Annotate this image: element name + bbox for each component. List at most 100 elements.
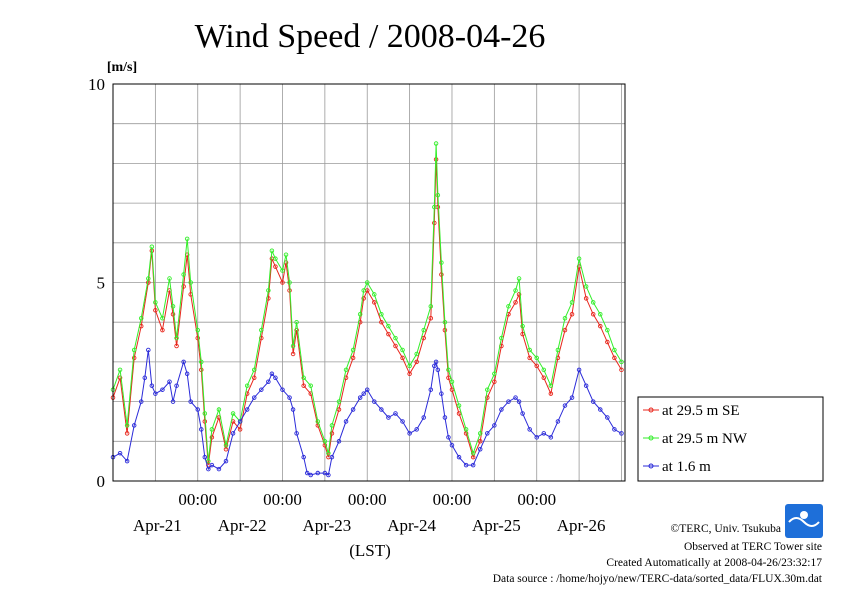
data-point (287, 280, 292, 285)
data-point (117, 450, 123, 456)
data-point (569, 395, 575, 400)
data-point (364, 280, 370, 285)
data-point (569, 312, 575, 317)
data-point (230, 431, 236, 436)
data-point (138, 315, 144, 321)
data-point (421, 335, 426, 341)
data-point (216, 407, 222, 412)
data-point (216, 466, 222, 472)
data-point (206, 458, 211, 464)
chart-title: Wind Speed / 2008-04-26 (195, 18, 546, 55)
data-point (534, 355, 539, 361)
data-point (294, 327, 299, 333)
y-tick-label: 10 (88, 75, 105, 94)
data-point (294, 431, 299, 436)
data-point (414, 359, 419, 365)
data-point (167, 276, 172, 281)
data-point (527, 427, 532, 432)
data-point (463, 462, 469, 468)
legend: at 29.5 m SE at 29.5 m NW at 1.6 m (637, 396, 824, 482)
data-point (506, 304, 511, 309)
copyright-text: ©TERC, Univ. Tsukuba (671, 523, 781, 535)
data-point (149, 244, 155, 250)
data-point (188, 399, 193, 404)
data-point (513, 395, 518, 400)
data-point (449, 443, 455, 448)
data-point (251, 375, 257, 381)
data-point (153, 391, 158, 396)
data-point (336, 439, 342, 444)
data-point (280, 387, 285, 392)
date-label: Apr-22 (218, 516, 267, 535)
observed-text: Observed at TERC Tower site (684, 541, 822, 553)
data-point (421, 415, 426, 420)
data-point (590, 399, 596, 404)
data-point (393, 343, 398, 349)
data-point (583, 284, 589, 289)
data-point (326, 472, 331, 478)
legend-label: at 29.5 m SE (662, 403, 740, 419)
data-point (195, 407, 200, 412)
data-point (199, 427, 204, 432)
data-point (174, 335, 179, 341)
data-point (326, 450, 331, 456)
plot-frame (112, 83, 626, 482)
x-tick-label: 00:00 (263, 490, 302, 509)
data-point (304, 470, 310, 476)
x-tick-label: 00:00 (517, 490, 556, 509)
data-point (244, 383, 250, 388)
data-point (379, 312, 384, 317)
data-point (315, 419, 321, 424)
date-label: Apr-26 (557, 516, 606, 535)
data-point (446, 367, 451, 373)
data-point (386, 323, 391, 329)
data-point (202, 411, 208, 416)
x-tick-label: 00:00 (348, 490, 387, 509)
data-point (619, 359, 624, 365)
x-tick-label: 00:00 (178, 490, 217, 509)
data-point (414, 427, 419, 432)
data-point (439, 272, 444, 277)
data-point (516, 276, 522, 281)
data-point (280, 268, 285, 273)
data-point (202, 454, 208, 460)
y-tick-label: 5 (97, 274, 106, 293)
data-point (294, 319, 299, 325)
data-point (407, 363, 412, 369)
data-point (477, 446, 483, 452)
data-point (428, 387, 434, 392)
data-point (516, 399, 522, 404)
data-point (555, 419, 561, 424)
data-point (206, 466, 211, 472)
data-point (301, 375, 306, 381)
data-point (576, 367, 582, 373)
data-point (170, 399, 176, 404)
data-point (605, 339, 610, 345)
data-point (329, 423, 335, 428)
data-point (322, 470, 328, 476)
data-point (456, 403, 462, 408)
data-point (372, 292, 377, 297)
y-axis-unit: [m/s] (107, 60, 137, 75)
series-line (112, 143, 622, 462)
data-point (124, 431, 130, 436)
data-point (138, 399, 144, 404)
data-point (598, 407, 603, 412)
data-point (499, 407, 504, 412)
data-point (439, 391, 444, 396)
data-point (273, 256, 278, 261)
data-point (400, 355, 405, 361)
data-point (266, 379, 271, 385)
data-point (336, 399, 342, 404)
data-point (421, 327, 426, 333)
data-point (477, 439, 483, 444)
data-point (117, 367, 123, 373)
data-point (379, 319, 384, 325)
data-point (290, 343, 296, 349)
data-point (439, 260, 444, 265)
data-point (343, 367, 349, 373)
data-point (181, 359, 186, 365)
data-point (361, 288, 366, 293)
data-point (269, 248, 275, 253)
data-point (174, 383, 179, 388)
